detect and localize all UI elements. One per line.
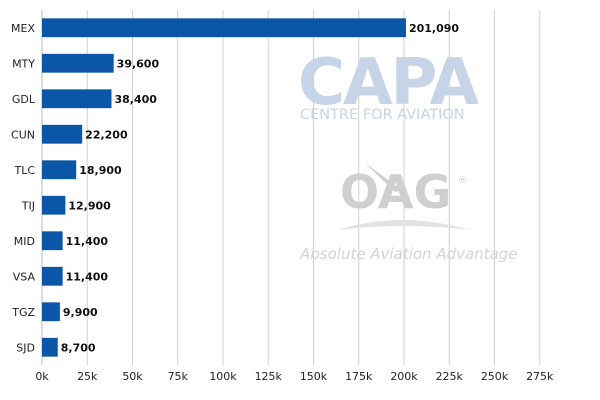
oag-underline-wedge bbox=[338, 220, 470, 230]
capa-watermark: CAPA CENTRE FOR AVIATION bbox=[298, 46, 482, 123]
value-labels: 201,090 39,600 38,400 22,200 18,900 12,900 11,… bbox=[61, 22, 460, 355]
bar bbox=[42, 89, 112, 109]
x-axis-ticks: 0k 25k 50k 75k 100k 125k 150k 175k 200k 225k 250k 2… bbox=[35, 370, 554, 383]
bars bbox=[42, 18, 406, 357]
bar bbox=[42, 195, 66, 215]
oag-registered-mark: ® bbox=[458, 176, 467, 186]
bar bbox=[42, 337, 58, 357]
category-label: VSA bbox=[13, 270, 36, 283]
value-label: 39,600 bbox=[117, 57, 160, 70]
bar bbox=[42, 53, 114, 73]
x-tick-label: 150k bbox=[300, 370, 328, 383]
x-tick-label: 200k bbox=[390, 370, 418, 383]
value-label: 9,900 bbox=[63, 306, 98, 319]
bar bbox=[42, 266, 63, 286]
value-label: 18,900 bbox=[79, 164, 122, 177]
oag-watermark-tagline: Absolute Aviation Advantage bbox=[299, 245, 518, 263]
category-label: SJD bbox=[16, 341, 35, 354]
category-label: TIJ bbox=[21, 199, 35, 212]
category-label: CUN bbox=[11, 128, 35, 141]
x-tick-label: 175k bbox=[345, 370, 373, 383]
bar bbox=[42, 160, 77, 180]
value-label: 8,700 bbox=[61, 341, 96, 354]
x-tick-label: 125k bbox=[255, 370, 283, 383]
x-tick-label: 250k bbox=[481, 370, 509, 383]
x-tick-label: 100k bbox=[209, 370, 237, 383]
value-label: 201,090 bbox=[409, 22, 459, 35]
bar bbox=[42, 18, 406, 38]
value-label: 38,400 bbox=[115, 93, 158, 106]
x-tick-label: 225k bbox=[436, 370, 464, 383]
category-label: MID bbox=[14, 235, 35, 248]
bar bbox=[42, 231, 63, 251]
value-label: 22,200 bbox=[85, 128, 128, 141]
category-label: TLC bbox=[13, 164, 35, 177]
oag-watermark: OAG ® Absolute Aviation Advantage bbox=[299, 163, 518, 263]
category-label: GDL bbox=[12, 93, 36, 106]
value-label: 11,400 bbox=[66, 235, 109, 248]
category-labels: MEX MTY GDL CUN TLC TIJ MID VSA TGZ SJD bbox=[11, 22, 36, 355]
bar bbox=[42, 124, 83, 144]
category-label: MEX bbox=[11, 22, 35, 35]
capa-watermark-name: CAPA bbox=[298, 46, 480, 120]
oag-swoosh-icon bbox=[365, 163, 402, 192]
category-label: TGZ bbox=[11, 306, 35, 319]
x-tick-label: 25k bbox=[77, 370, 98, 383]
capa-watermark-subtitle: CENTRE FOR AVIATION bbox=[300, 107, 465, 123]
x-tick-label: 0k bbox=[35, 370, 49, 383]
bar bbox=[42, 302, 60, 322]
category-label: MTY bbox=[12, 57, 35, 70]
value-label: 12,900 bbox=[68, 199, 111, 212]
x-tick-label: 50k bbox=[122, 370, 143, 383]
x-tick-label: 75k bbox=[168, 370, 189, 383]
value-label: 11,400 bbox=[66, 270, 109, 283]
oag-watermark-name: OAG bbox=[340, 165, 451, 219]
x-tick-label: 275k bbox=[526, 370, 554, 383]
